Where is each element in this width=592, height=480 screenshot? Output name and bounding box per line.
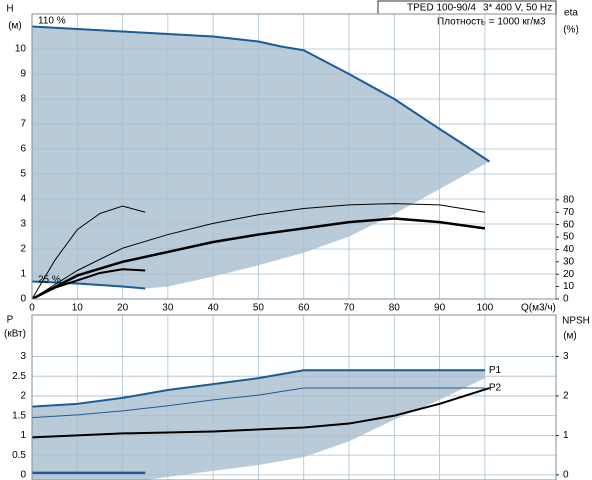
curve [32, 203, 485, 299]
y2-axis-label: eta [564, 8, 578, 19]
y-tick-label: 0 [20, 470, 26, 480]
y-axis-label: H [6, 4, 13, 15]
x-tick-label: 30 [162, 303, 174, 314]
y-tick-label: 3 [20, 351, 26, 362]
y-tick-label: 2 [20, 244, 26, 255]
y-axis-label: P [7, 315, 14, 326]
y2-tick-label: 40 [563, 244, 575, 255]
y-tick-label: 0.5 [12, 450, 26, 461]
y-tick-label: 2 [20, 391, 26, 402]
curve [32, 268, 146, 299]
y2-tick-label: 70 [563, 207, 575, 218]
y2-axis-label: NPSH [562, 316, 590, 327]
y-tick-label: 5 [20, 169, 26, 180]
y-tick-label: 2.5 [12, 371, 26, 382]
y-tick-label: 4 [20, 194, 26, 205]
x-tick-label: 20 [117, 303, 129, 314]
y-tick-label: 1.5 [12, 410, 26, 421]
model: TPED 100-90/4 [407, 3, 476, 14]
y2-tick-label: 60 [563, 219, 575, 230]
curve [32, 205, 146, 299]
y-tick-label: 1 [20, 430, 26, 441]
y-tick-label: 9 [20, 69, 26, 80]
y-tick-label: 3 [20, 219, 26, 230]
y2-tick-label: 0 [563, 294, 569, 305]
x-tick-label: 50 [253, 303, 265, 314]
x-tick-label: 0 [29, 303, 35, 314]
operating-range [32, 26, 490, 289]
y2-tick-label: 50 [563, 232, 575, 243]
plot-frame [31, 13, 557, 300]
x-axis-label: Q(м3/ч) [521, 303, 556, 314]
curve [32, 217, 486, 299]
x-tick-label: 70 [343, 303, 355, 314]
y-tick-label: 6 [20, 144, 26, 155]
plot-frame [31, 314, 557, 480]
y-tick-label: 0 [20, 294, 26, 305]
curve-label: P1 [489, 365, 502, 376]
density: Плотность = 1000 кг/м3 [437, 17, 546, 28]
x-tick-label: 80 [389, 303, 401, 314]
curve [32, 387, 485, 419]
y2-tick-label: 30 [563, 256, 575, 267]
x-tick-label: 100 [477, 303, 494, 314]
curve-label: P2 [489, 383, 502, 394]
curve [32, 280, 146, 290]
annotation: 110 % [38, 16, 66, 27]
plot-area [32, 14, 556, 299]
x-tick-label: 40 [208, 303, 220, 314]
y-axis-unit: (м) [8, 21, 22, 32]
y-tick-label: 8 [20, 94, 26, 105]
y2-tick-label: 1 [563, 430, 569, 441]
supply: 3* 400 V, 50 Hz [483, 3, 552, 14]
annotation: 25 % [38, 275, 61, 286]
y2-tick-label: 20 [563, 269, 575, 280]
y-tick-label: 10 [15, 44, 27, 55]
y-tick-label: 1 [20, 269, 26, 280]
curve [32, 25, 490, 163]
y2-tick-label: 3 [563, 351, 569, 362]
y2-axis-unit: (м) [563, 331, 577, 342]
plot-area [32, 315, 556, 480]
y2-tick-label: 2 [563, 391, 569, 402]
curve [32, 369, 485, 408]
y2-tick-label: 10 [563, 281, 575, 292]
curve [32, 387, 490, 439]
y2-axis-unit: (%) [563, 25, 579, 36]
x-tick-label: 90 [434, 303, 446, 314]
y2-tick-label: 0 [563, 470, 569, 480]
x-tick-label: 60 [298, 303, 310, 314]
y-axis-unit: (кВт) [4, 329, 26, 340]
y2-tick-label: 80 [563, 195, 575, 206]
x-tick-label: 10 [72, 303, 84, 314]
y-tick-label: 7 [20, 119, 26, 130]
